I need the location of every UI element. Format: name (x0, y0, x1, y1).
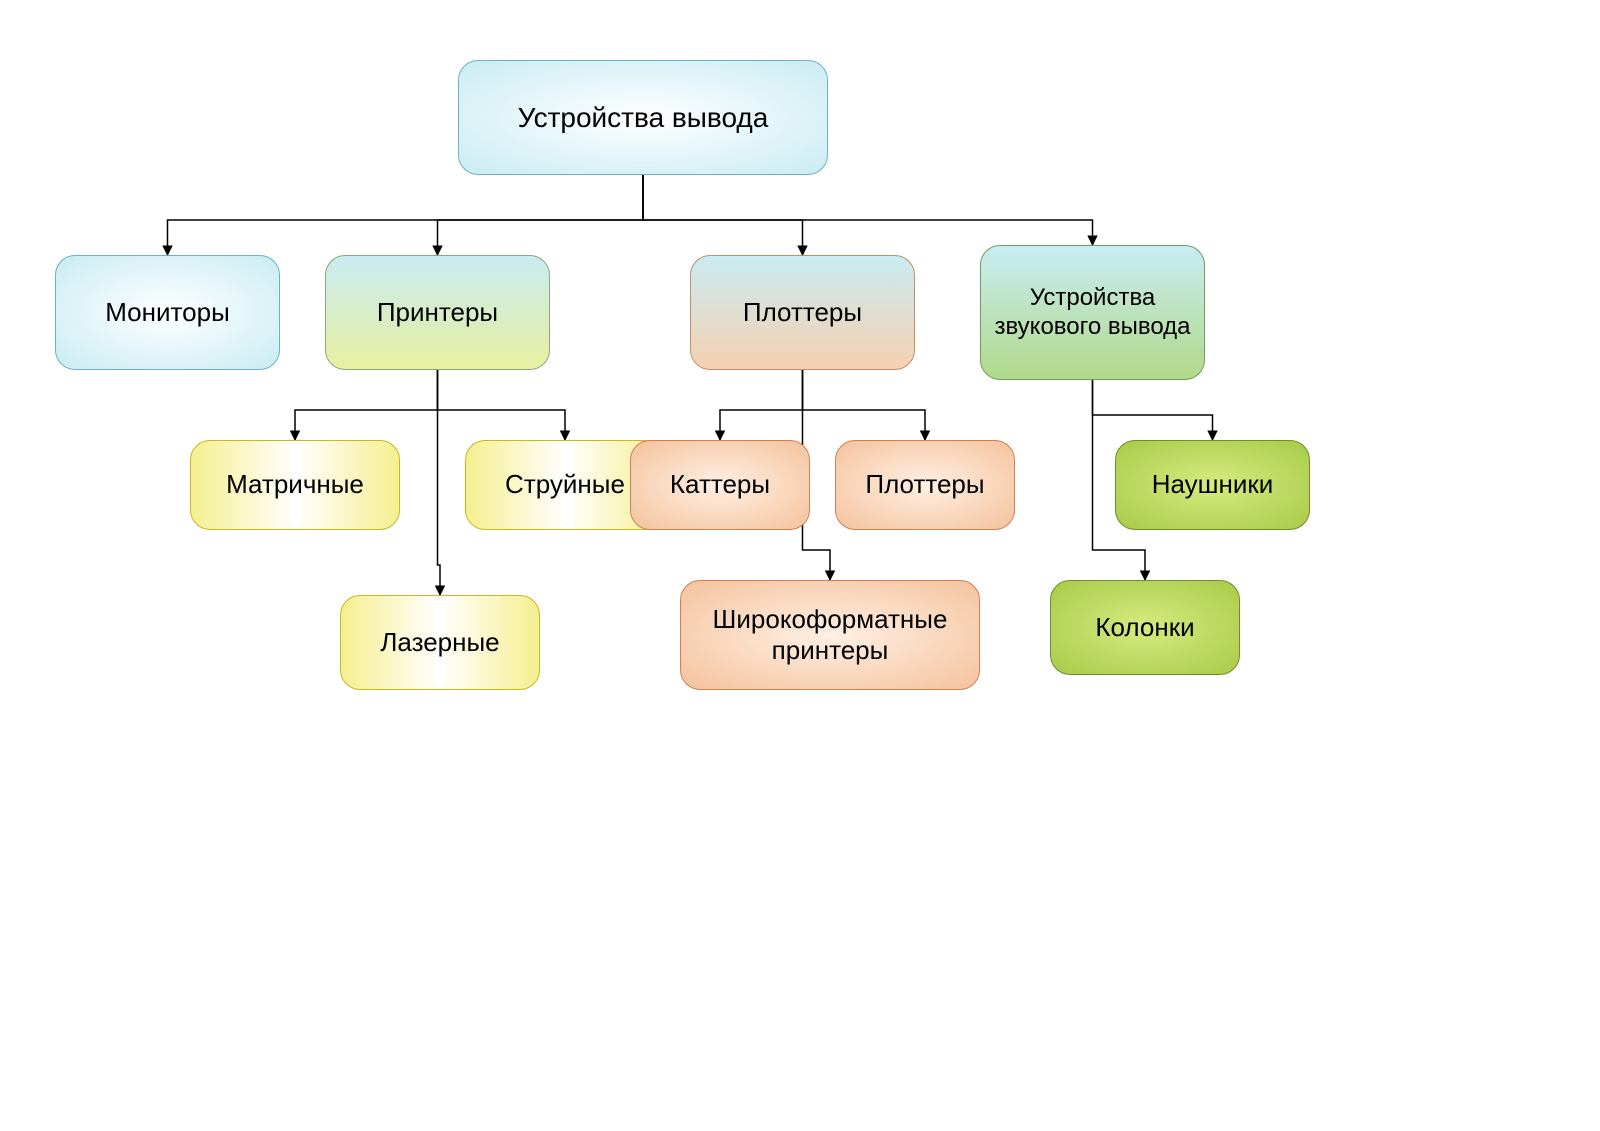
edge-root-monitors (168, 175, 644, 255)
node-audio: Устройства звукового вывода (980, 245, 1205, 380)
edge-plotters-plotters2 (803, 370, 926, 440)
edge-plotters-cutters (720, 370, 803, 440)
node-label: Устройства звукового вывода (991, 284, 1194, 342)
node-label: Матричные (226, 469, 364, 500)
node-label: Устройства вывода (518, 101, 769, 135)
node-label: Колонки (1095, 612, 1194, 643)
edge-root-audio (643, 175, 1093, 245)
node-label: Струйные (505, 469, 625, 500)
node-label: Широкоформатные принтеры (691, 604, 969, 666)
node-cutters: Каттеры (630, 440, 810, 530)
node-monitors: Мониторы (55, 255, 280, 370)
node-headphones: Наушники (1115, 440, 1310, 530)
edge-root-printers (438, 175, 644, 255)
node-plotters: Плоттеры (690, 255, 915, 370)
node-speakers: Колонки (1050, 580, 1240, 675)
edge-root-plotters (643, 175, 803, 255)
node-wideformat: Широкоформатные принтеры (680, 580, 980, 690)
node-printers: Принтеры (325, 255, 550, 370)
node-label: Мониторы (105, 297, 230, 328)
node-root: Устройства вывода (458, 60, 828, 175)
node-label: Наушники (1152, 469, 1274, 500)
node-label: Каттеры (670, 469, 770, 500)
edge-printers-matrix (295, 370, 438, 440)
node-label: Лазерные (380, 627, 499, 658)
edge-printers-laser (438, 370, 441, 595)
diagram-canvas: Устройства вывода Мониторы Принтеры Плоттер… (0, 0, 1600, 1131)
edge-audio-headphones (1093, 380, 1213, 440)
node-label: Плоттеры (743, 297, 862, 328)
node-matrix: Матричные (190, 440, 400, 530)
node-label: Плоттеры (865, 469, 984, 500)
edge-printers-inkjet (438, 370, 566, 440)
node-plotters2: Плоттеры (835, 440, 1015, 530)
node-laser: Лазерные (340, 595, 540, 690)
node-label: Принтеры (377, 297, 498, 328)
